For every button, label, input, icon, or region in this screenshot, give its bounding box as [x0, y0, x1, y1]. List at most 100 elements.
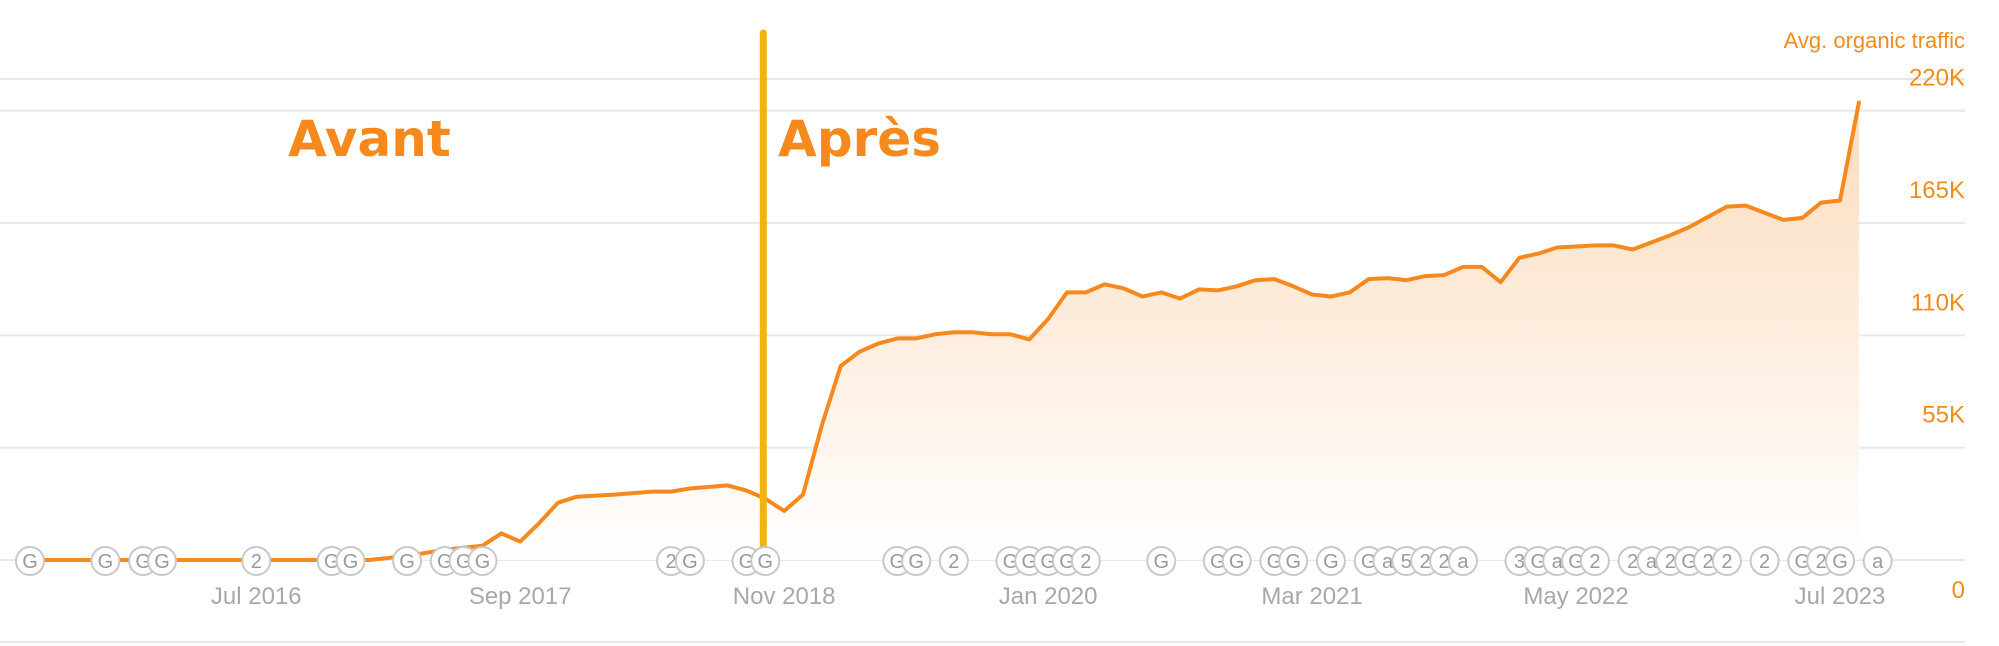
event-marker-label: G: [1832, 551, 1848, 573]
annotation-layer: Avant Après: [288, 110, 941, 168]
event-marker-label: G: [154, 551, 170, 573]
y-tick-label: 165K: [1909, 177, 1965, 204]
event-marker-circle: [335, 546, 366, 576]
event-marker[interactable]: a: [1447, 546, 1478, 576]
event-marker-label: G: [324, 551, 340, 573]
event-marker[interactable]: G: [1315, 546, 1346, 576]
series-area-fill: [30, 102, 1859, 560]
event-marker[interactable]: G: [392, 546, 423, 576]
series-title: Avg. organic traffic: [1784, 28, 1965, 53]
event-marker-label: 2: [1589, 551, 1600, 573]
event-marker-label: G: [437, 551, 453, 573]
event-marker-label: a: [1552, 551, 1564, 573]
axis-layer: 0 55K 110K 165K 220K Avg. organic traffic Jul …: [211, 28, 1965, 610]
x-tick-label: Mar 2021: [1261, 583, 1362, 610]
event-marker-circle: [901, 546, 932, 576]
event-marker[interactable]: G: [90, 546, 121, 576]
annotation-label: Avant: [288, 110, 451, 168]
event-marker[interactable]: G: [674, 546, 705, 576]
event-marker-label: G: [1153, 551, 1169, 573]
annotation-label: Après: [778, 110, 941, 168]
event-marker-label: a: [1872, 551, 1884, 573]
event-marker[interactable]: G: [1278, 546, 1309, 576]
event-marker-circle: [750, 546, 781, 576]
event-marker[interactable]: G: [15, 546, 45, 576]
event-marker-label: G: [1361, 551, 1377, 573]
x-tick-label: May 2022: [1523, 583, 1628, 610]
series-line[interactable]: [28, 100, 1861, 562]
event-marker-circle: [467, 546, 498, 576]
event-marker-label: G: [1267, 551, 1283, 573]
event-marker[interactable]: 2: [241, 546, 272, 576]
event-marker-label: 2: [1665, 551, 1676, 573]
event-marker-label: 2: [1080, 551, 1091, 573]
event-marker-label: a: [1646, 551, 1658, 573]
event-marker-label: G: [456, 551, 472, 573]
y-tick-label: 0: [1952, 577, 1965, 604]
event-marker-circle: [1315, 546, 1346, 576]
y-tick-label: 55K: [1922, 402, 1965, 429]
event-marker-label: G: [1323, 551, 1339, 573]
event-marker[interactable]: G: [1146, 546, 1177, 576]
event-marker-label: 3: [1514, 551, 1525, 573]
event-marker-label: 2: [1816, 551, 1827, 573]
event-marker[interactable]: G: [1221, 546, 1252, 576]
event-marker-label: a: [1457, 551, 1469, 573]
event-marker-label: G: [475, 551, 491, 573]
event-marker-label: G: [135, 551, 151, 573]
event-marker-label: G: [1210, 551, 1226, 573]
event-marker-label: G: [1285, 551, 1301, 573]
event-marker[interactable]: G: [146, 546, 177, 576]
event-marker-label: G: [758, 551, 774, 573]
event-marker-label: 2: [1702, 551, 1713, 573]
event-marker-label: G: [1040, 551, 1056, 573]
event-marker-label: G: [890, 551, 906, 573]
event-marker[interactable]: a: [1862, 546, 1893, 576]
event-marker-label: G: [1531, 551, 1547, 573]
event-marker-circle: [241, 546, 272, 576]
event-marker-label: 2: [251, 551, 262, 573]
event-marker-label: G: [1003, 551, 1019, 573]
event-marker-label: G: [1795, 551, 1811, 573]
event-marker[interactable]: 2: [1070, 546, 1101, 576]
event-marker[interactable]: G: [750, 546, 781, 576]
event-marker-circle: [1749, 546, 1780, 576]
event-marker-label: G: [908, 551, 924, 573]
event-marker[interactable]: 2: [1579, 546, 1610, 576]
y-tick-label: 110K: [1911, 289, 1965, 316]
x-tick-label: Nov 2018: [733, 583, 836, 610]
event-marker[interactable]: G: [901, 546, 932, 576]
event-marker-label: a: [1382, 551, 1394, 573]
event-marker-label: G: [98, 551, 114, 573]
event-marker-circle: [1447, 546, 1478, 576]
x-tick-label: Jul 2016: [211, 583, 302, 610]
x-tick-label: Jan 2020: [999, 583, 1098, 610]
event-marker[interactable]: G: [1825, 546, 1855, 576]
event-marker-circle: [1825, 546, 1855, 576]
event-marker-label: 2: [1627, 551, 1638, 573]
event-marker-label: 2: [1439, 551, 1450, 573]
event-marker-circle: [146, 546, 177, 576]
area-layer: [28, 100, 1861, 562]
event-marker[interactable]: 2: [1749, 546, 1780, 576]
event-marker[interactable]: G: [467, 546, 498, 576]
x-tick-label: Jul 2023: [1795, 583, 1886, 610]
event-marker-label: G: [682, 551, 698, 573]
event-marker[interactable]: 2: [938, 546, 969, 576]
event-marker-label: G: [1681, 551, 1697, 573]
event-marker-label: G: [399, 551, 415, 573]
event-marker-circle: [1221, 546, 1252, 576]
event-marker-label: 2: [665, 551, 676, 573]
event-marker-circle: [15, 546, 45, 576]
event-marker-circle: [1070, 546, 1101, 576]
event-marker-label: 2: [1721, 551, 1732, 573]
event-marker-label: 2: [1759, 551, 1770, 573]
event-marker-label: G: [1568, 551, 1584, 573]
event-marker[interactable]: 2: [1711, 546, 1742, 576]
event-marker-label: G: [22, 551, 38, 573]
event-marker[interactable]: G: [335, 546, 366, 576]
event-marker-label: G: [739, 551, 755, 573]
event-marker-label: G: [1059, 551, 1075, 573]
